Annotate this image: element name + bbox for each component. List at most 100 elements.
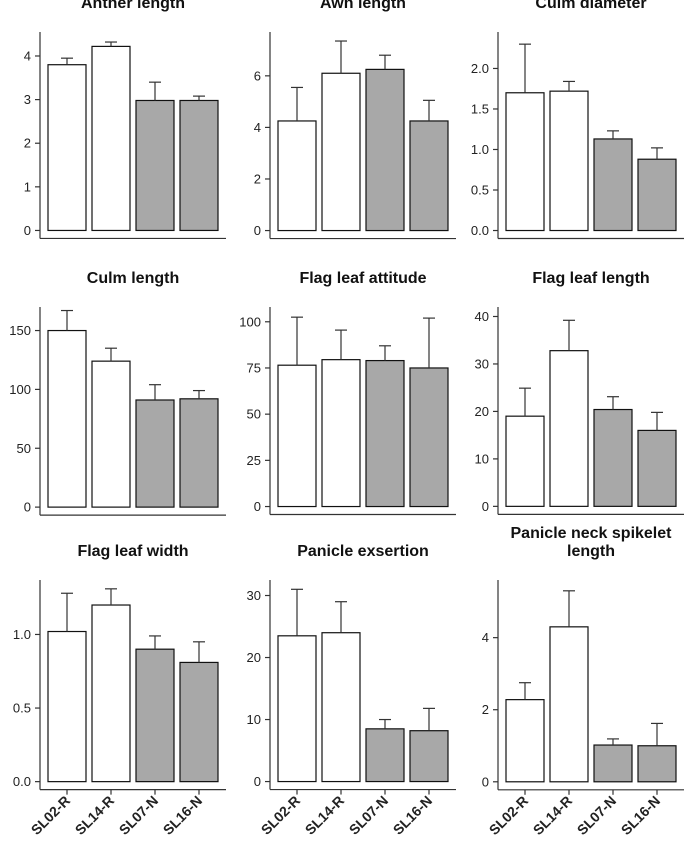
panel-title: length [567, 543, 615, 560]
bar-sl02-r [505, 92, 545, 232]
x-category-label: SL07-N [346, 792, 391, 837]
bar-sl14-r [91, 360, 131, 508]
bar-sl02-r [277, 120, 317, 232]
y-tick-label: 0 [254, 499, 261, 514]
panel-title: Flag leaf width [77, 543, 188, 560]
y-tick-label: 50 [17, 441, 31, 456]
panel-title: Panicle exsertion [297, 543, 429, 560]
y-tick-label: 0.0 [13, 774, 31, 789]
bar-sl14-r [549, 350, 589, 507]
x-category-label: SL02-R [258, 792, 303, 837]
y-tick-label: 3 [24, 92, 31, 107]
panel-title: Awn length [320, 0, 406, 12]
x-category-label: SL07-N [116, 792, 161, 837]
y-tick-label: 0.5 [471, 183, 489, 198]
bar-sl14-r [91, 45, 131, 232]
bar-sl02-r [277, 635, 317, 783]
y-tick-label: 100 [9, 382, 31, 397]
y-tick-label: 20 [475, 404, 489, 419]
y-tick-label: 4 [254, 120, 261, 135]
bar-sl07-n [135, 648, 175, 783]
panel-title: Culm length [87, 270, 179, 287]
bar-sl07-n [365, 68, 405, 232]
y-tick-label: 0 [482, 499, 489, 514]
bar-sl16-n [637, 429, 677, 507]
bar-sl16-n [409, 367, 449, 508]
bar-sl07-n [135, 399, 175, 508]
bar-sl07-n [365, 728, 405, 783]
y-tick-label: 20 [247, 650, 261, 665]
y-tick-label: 2 [24, 136, 31, 151]
x-category-label: SL16-N [618, 793, 663, 838]
y-tick-label: 4 [24, 48, 31, 63]
y-tick-label: 150 [9, 323, 31, 338]
panel-culm-diameter: Culm diameter 0.0 0.5 1.0 1.5 2.0 [471, 0, 684, 240]
x-category-label: SL02-R [486, 793, 531, 838]
bar-sl02-r [47, 630, 87, 783]
y-tick-label: 1.0 [471, 142, 489, 157]
y-tick-label: 2 [254, 171, 261, 186]
x-category-label: SL16-N [160, 792, 205, 837]
x-category-label: SL16-N [390, 792, 435, 837]
bar-sl07-n [135, 99, 175, 232]
bar-sl02-r [505, 699, 545, 783]
bar-sl14-r [321, 632, 361, 783]
bar-sl14-r [91, 604, 131, 783]
y-tick-label: 2 [482, 702, 489, 717]
bar-sl02-r [277, 364, 317, 508]
y-tick-label: 0 [24, 223, 31, 238]
bar-sl14-r [549, 90, 589, 232]
y-tick-label: 50 [247, 407, 261, 422]
bar-sl16-n [409, 730, 449, 783]
bar-sl07-n [365, 359, 405, 508]
y-tick-label: 0.5 [13, 701, 31, 716]
bar-sl16-n [637, 158, 677, 232]
panel-title: Anther length [81, 0, 185, 12]
y-tick-label: 0 [24, 500, 31, 515]
y-tick-label: 30 [475, 356, 489, 371]
panel-panicle-exsertion: Panicle exsertion 0 10 20 30 SL02-RSL14-RSL07… [247, 543, 456, 838]
bar-sl16-n [409, 120, 449, 232]
bar-sl14-r [321, 359, 361, 508]
bar-sl07-n [593, 138, 633, 232]
x-category-label: SL14-R [72, 792, 117, 837]
panel-flag-leaf-attitude: Flag leaf attitude 0 25 50 75 100 [239, 270, 456, 516]
x-category-label: SL14-R [302, 792, 347, 837]
y-tick-label: 100 [239, 314, 261, 329]
y-tick-label: 0 [482, 774, 489, 789]
panel-flag-leaf-length: Flag leaf length 0 10 20 30 40 [475, 270, 684, 515]
panel-title: Flag leaf attitude [299, 270, 426, 287]
y-tick-label: 75 [247, 360, 261, 375]
y-tick-label: 4 [482, 630, 489, 645]
panel-title: Flag leaf length [532, 270, 649, 287]
y-tick-label: 25 [247, 453, 261, 468]
x-category-label: SL14-R [530, 793, 575, 838]
y-tick-label: 0 [254, 223, 261, 238]
y-tick-label: 0.0 [471, 223, 489, 238]
y-tick-label: 1.0 [13, 627, 31, 642]
x-category-label: SL07-N [574, 793, 619, 838]
panel-awn-length: Awn length 0 2 4 6 [254, 0, 456, 240]
panel-culm-length: Culm length 0 50 100 150 [9, 270, 226, 516]
x-category-label: SL02-R [28, 792, 73, 837]
bar-sl16-n [179, 661, 219, 783]
y-tick-label: 10 [247, 712, 261, 727]
y-tick-label: 2.0 [471, 61, 489, 76]
y-tick-label: 1 [24, 179, 31, 194]
panel-flag-leaf-width: Flag leaf width 0.0 0.5 1.0 SL02-RSL14-RSL07… [13, 543, 226, 838]
bar-sl07-n [593, 744, 633, 783]
bar-sl02-r [505, 415, 545, 507]
bar-sl07-n [593, 408, 633, 507]
bar-sl14-r [549, 626, 589, 783]
y-tick-label: 10 [475, 451, 489, 466]
bar-sl02-r [47, 64, 87, 232]
y-tick-label: 0 [254, 774, 261, 789]
y-tick-label: 40 [475, 309, 489, 324]
bar-sl16-n [179, 398, 219, 508]
bar-sl16-n [637, 745, 677, 783]
panel-anther-length: Anther length 0 1 2 3 4 [24, 0, 226, 240]
panel-title: Panicle neck spikelet [511, 525, 673, 542]
panel-title: Culm diameter [535, 0, 646, 12]
bar-sl02-r [47, 329, 87, 508]
